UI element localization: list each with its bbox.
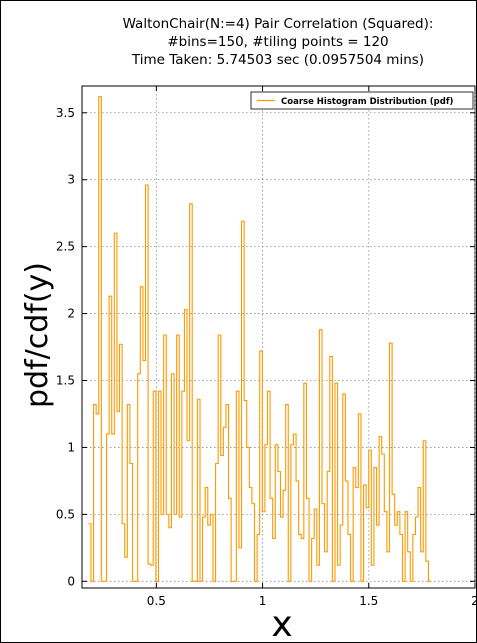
y-axis-ticks: 0 0.5 1 1.5 2 2.5 3 3.5 xyxy=(56,106,475,588)
y-tick-label: 3 xyxy=(67,173,75,187)
x-tick-label: 0.5 xyxy=(147,594,166,608)
x-tick-label: 1.5 xyxy=(359,594,378,608)
series-group xyxy=(88,96,432,582)
chart-title: WaltonChair(N:=4) Pair Correlation (Squa… xyxy=(123,16,434,68)
title-line-2: #bins=150, #tiling points = 120 xyxy=(167,34,388,50)
legend-label: Coarse Histogram Distribution (pdf) xyxy=(281,97,454,107)
y-tick-label: 0 xyxy=(67,574,75,588)
y-tick-label: 3.5 xyxy=(56,106,75,120)
histogram-step-line xyxy=(88,96,432,582)
title-line-1: WaltonChair(N:=4) Pair Correlation (Squa… xyxy=(123,16,434,32)
y-tick-label: 0.5 xyxy=(56,507,75,521)
x-tick-label: 2 xyxy=(471,594,477,608)
plot-area xyxy=(81,85,476,589)
legend-box xyxy=(250,91,474,110)
y-tick-label: 1 xyxy=(67,440,75,454)
y-tick-label: 2 xyxy=(67,307,75,321)
grid xyxy=(82,86,476,588)
title-line-3: Time Taken: 5.74503 sec (0.0957504 mins) xyxy=(131,52,424,68)
x-axis-ticks: 0.5 1 1.5 2 xyxy=(147,86,477,608)
x-tick-label: 1 xyxy=(259,594,267,608)
legend: Coarse Histogram Distribution (pdf) xyxy=(250,91,474,110)
y-tick-label: 2.5 xyxy=(56,240,75,254)
y-axis-label: pdf/cdf(y) xyxy=(20,262,55,408)
y-tick-label: 1.5 xyxy=(56,374,75,388)
x-axis-label: x xyxy=(271,604,292,643)
